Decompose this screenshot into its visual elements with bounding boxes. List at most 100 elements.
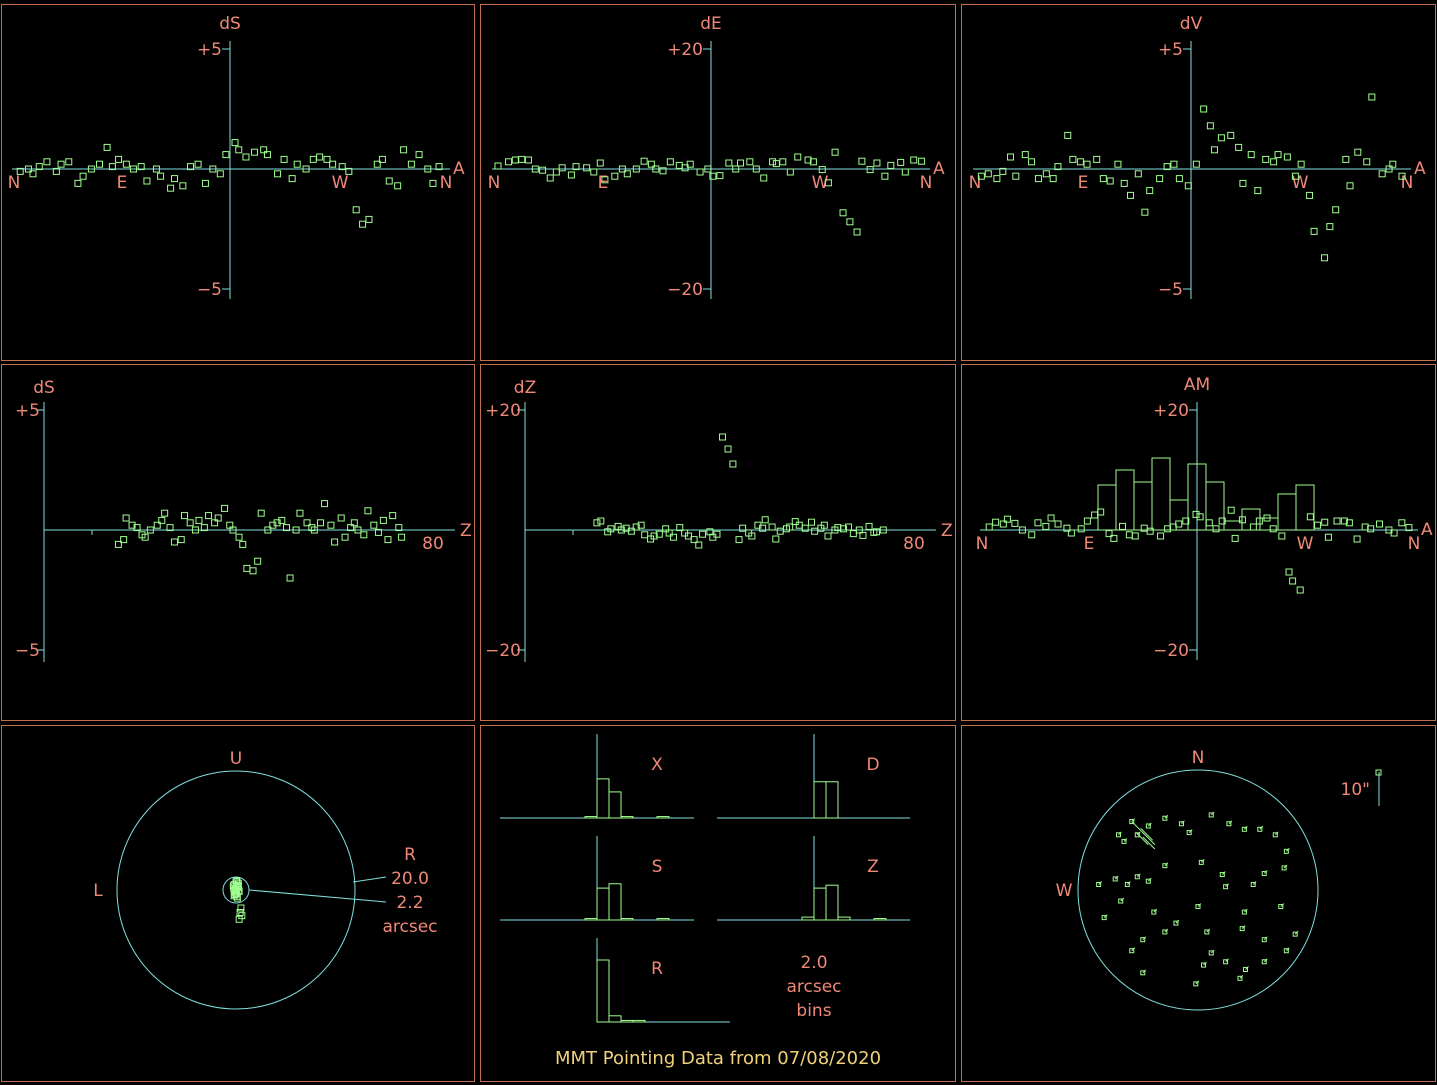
data-point (1321, 518, 1329, 526)
data-point (824, 179, 832, 187)
data-point (761, 516, 769, 524)
data-point (177, 536, 185, 544)
data-point (1126, 191, 1134, 199)
data-point (640, 157, 648, 165)
sky-point (1281, 865, 1287, 871)
x-tick-label: N (976, 534, 989, 554)
data-point (999, 167, 1007, 175)
outer-radius-leader (352, 876, 387, 883)
data-point (108, 163, 116, 171)
sky-point (1124, 881, 1130, 887)
sky-vector (1252, 881, 1257, 885)
y-tick-label: −5 (15, 641, 40, 661)
label-right: R (404, 845, 416, 865)
sky-vector (1142, 832, 1156, 845)
data-point (195, 516, 203, 524)
data-point (52, 167, 60, 175)
sky-vector (1147, 822, 1152, 827)
data-point (1083, 160, 1091, 168)
data-point (1063, 524, 1071, 532)
data-point (205, 512, 213, 520)
data-point (794, 153, 802, 161)
data-point (686, 160, 694, 168)
data-point (1028, 158, 1036, 166)
data-point (1076, 158, 1084, 166)
data-point (1353, 535, 1361, 543)
data-point (1274, 151, 1282, 159)
data-point (999, 520, 1007, 528)
data-point (120, 536, 128, 544)
hist-bar (584, 918, 598, 921)
data-point (359, 220, 367, 228)
data-point (1099, 175, 1107, 183)
data-point (153, 521, 161, 529)
data-point (280, 155, 288, 163)
data-point (1064, 131, 1072, 139)
bin-word: bins (796, 1001, 831, 1021)
data-point (759, 524, 767, 532)
y-tick-label: −5 (197, 280, 222, 300)
x-tick-label: N (440, 173, 453, 193)
data-point (1131, 532, 1139, 540)
data-point (818, 166, 826, 174)
sky-point (1162, 815, 1168, 821)
data-point (659, 167, 667, 175)
panel-frame-7 (1, 725, 475, 1082)
sky-point (1208, 950, 1214, 956)
data-point (846, 218, 854, 226)
data-point (655, 530, 663, 538)
data-point (167, 184, 175, 192)
data-point (296, 509, 304, 517)
data-point (1354, 148, 1362, 156)
sky-point (1292, 931, 1298, 937)
data-point (760, 174, 768, 182)
data-point (824, 532, 832, 540)
data-point (337, 514, 345, 522)
data-point (329, 160, 337, 168)
data-point (170, 538, 178, 546)
sky-vector (1195, 980, 1200, 985)
data-point (795, 521, 803, 529)
data-point (292, 526, 300, 534)
data-point (849, 530, 857, 538)
sky-point (1121, 838, 1127, 844)
sky-vector (1241, 925, 1246, 929)
data-point (768, 523, 776, 531)
sky-point (1101, 915, 1107, 921)
histogram-bar (1115, 469, 1135, 531)
sky-point (1140, 937, 1146, 943)
data-point (1067, 529, 1075, 537)
data-point (283, 524, 291, 532)
y-tick-label: −20 (1153, 641, 1189, 661)
panel-frame-4 (1, 364, 475, 721)
data-point (1182, 517, 1190, 525)
radius-unit: arcsec (382, 917, 437, 937)
data-point (1034, 175, 1042, 183)
data-point (157, 172, 165, 180)
data-point (769, 158, 777, 166)
histogram-bar (1151, 457, 1171, 531)
data-point (171, 175, 179, 183)
data-point (597, 517, 605, 525)
data-point (231, 139, 239, 147)
sky-point (1195, 904, 1201, 910)
data-point (122, 160, 130, 168)
sky-vector (1164, 862, 1169, 867)
data-point (786, 168, 794, 176)
data-point (1175, 175, 1183, 183)
data-point (1398, 172, 1406, 180)
x-tick-label: A (933, 159, 945, 179)
data-point (1289, 577, 1297, 585)
data-point (1324, 533, 1332, 541)
sky-point (1208, 812, 1214, 818)
hist-bar (620, 816, 634, 819)
data-point (596, 159, 604, 167)
data-point (1368, 93, 1376, 101)
data-point (1141, 208, 1149, 216)
data-point (627, 527, 635, 535)
sky-point (1223, 884, 1229, 890)
data-point (24, 165, 32, 173)
data-point (303, 519, 311, 527)
x-tick-label: A (1421, 520, 1433, 540)
